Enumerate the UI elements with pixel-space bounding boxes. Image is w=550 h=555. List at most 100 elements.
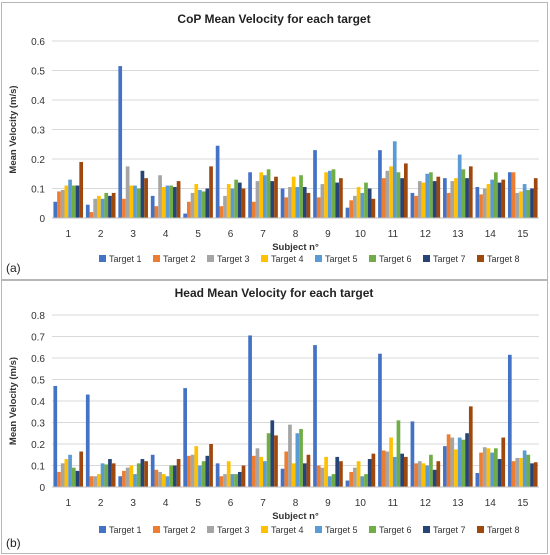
y-tick-label: 0.1 — [31, 185, 45, 196]
bar-subject-15-target-8 — [533, 462, 538, 487]
bar-subject-3-target-4 — [129, 465, 134, 487]
bar-subject-3-target-2 — [122, 198, 126, 218]
legend-swatch — [261, 526, 268, 533]
legend-entry: Target 4 — [271, 525, 304, 535]
bar-subject-15-target-5 — [522, 450, 527, 487]
bar-subject-15-target-6 — [526, 454, 531, 487]
bar-subject-8-target-3 — [288, 424, 292, 487]
bar-subject-7-target-8 — [274, 176, 278, 218]
x-tick-label: 14 — [485, 229, 497, 240]
bar-subject-15-target-3 — [515, 457, 520, 487]
y-tick-label: 0.7 — [31, 333, 45, 344]
bar-subject-2-target-6 — [104, 192, 109, 218]
bar-subject-7-target-2 — [251, 455, 256, 487]
bar-subject-8-target-4 — [291, 463, 296, 487]
x-tick-label: 15 — [517, 498, 529, 509]
bar-subject-8-target-5 — [295, 433, 300, 487]
bar-subject-4-target-5 — [165, 476, 170, 487]
bar-subject-1-target-6 — [71, 467, 76, 487]
bar-subject-14-target-4 — [486, 448, 491, 487]
bar-subject-4-target-4 — [161, 474, 166, 487]
y-tick-label: 0 — [39, 214, 45, 225]
bar-subject-3-target-1 — [118, 66, 123, 218]
y-tick-label: 0.6 — [31, 37, 45, 48]
bar-subject-2-target-8 — [111, 192, 116, 218]
bar-subject-3-target-6 — [136, 463, 141, 487]
bar-subject-3-target-4 — [129, 185, 134, 218]
bar-subject-10-target-5 — [360, 192, 365, 218]
legend-swatch — [207, 255, 214, 262]
bar-subject-12-target-1 — [410, 421, 415, 487]
x-tick-label: 11 — [388, 498, 399, 509]
bar-subject-1-target-6 — [71, 185, 76, 218]
x-tick-label: 15 — [517, 229, 529, 240]
chart-title: Head Mean Velocity for each target — [175, 286, 374, 300]
legend-entry: Target 8 — [487, 525, 520, 535]
bar-subject-14-target-7 — [497, 182, 502, 218]
x-tick-label: 6 — [228, 229, 234, 240]
panel-label-a: (a) — [6, 261, 21, 275]
bar-subject-7-target-7 — [270, 420, 275, 487]
bar-subject-12-target-5 — [425, 465, 430, 487]
y-tick-label: 0 — [39, 483, 45, 494]
bar-subject-6-target-8 — [241, 465, 246, 487]
bar-subject-2-target-2 — [89, 476, 94, 487]
bar-subject-2-target-3 — [93, 476, 97, 487]
legend-entry: Target 1 — [109, 525, 142, 535]
bar-subject-11-target-6 — [396, 172, 401, 218]
y-tick-label: 0.5 — [31, 376, 45, 387]
bar-subject-7-target-8 — [274, 435, 278, 487]
bar-subject-11-target-4 — [389, 437, 393, 487]
bar-subject-11-target-7 — [400, 453, 404, 487]
bar-subject-13-target-3 — [450, 437, 455, 487]
chart-title: CoP Mean Velocity for each target — [177, 12, 370, 26]
bar-subject-14-target-3 — [482, 447, 487, 487]
bar-subject-9-target-8 — [339, 178, 343, 218]
bar-subject-10-target-3 — [353, 467, 357, 487]
bar-subject-4-target-7 — [173, 187, 177, 218]
bar-subject-10-target-3 — [353, 195, 357, 218]
x-tick-label: 7 — [260, 229, 266, 240]
bar-subject-9-target-5 — [327, 170, 332, 218]
bar-subject-13-target-1 — [443, 178, 447, 218]
bar-subject-8-target-3 — [288, 187, 292, 218]
bar-subject-6-target-3 — [223, 474, 227, 487]
bar-subject-4-target-7 — [173, 465, 177, 487]
bar-subject-3-target-7 — [140, 170, 145, 218]
bar-subject-11-target-2 — [381, 450, 386, 487]
bar-subject-1-target-1 — [53, 385, 58, 487]
bar-subject-12-target-4 — [421, 182, 426, 218]
bar-subject-14-target-5 — [490, 179, 494, 218]
bar-subject-4-target-6 — [169, 185, 174, 218]
bar-subject-14-target-2 — [479, 194, 483, 218]
legend-swatch — [261, 255, 268, 262]
bar-subject-8-target-5 — [295, 187, 300, 218]
bar-subject-13-target-8 — [468, 166, 473, 218]
bar-subject-7-target-7 — [270, 181, 275, 218]
panel-a: CoP Mean Velocity for each target 0 0.1 0.2… — [1, 2, 548, 280]
x-tick-label: 1 — [65, 498, 71, 509]
bar-subject-9-target-3 — [320, 467, 325, 487]
bar-subject-5-target-7 — [205, 188, 210, 218]
bar-subject-4-target-1 — [150, 454, 155, 487]
bar-subject-9-target-7 — [335, 456, 340, 487]
bar-subject-1-target-8 — [79, 451, 84, 487]
bar-subject-11-target-6 — [396, 420, 401, 487]
bar-subject-3-target-2 — [122, 470, 126, 487]
bar-subject-11-target-4 — [389, 166, 393, 218]
bar-subject-10-target-7 — [367, 459, 372, 487]
bar-subject-1-target-2 — [57, 471, 61, 487]
bar-subject-2-target-5 — [100, 198, 105, 218]
bar-subject-12-target-7 — [432, 469, 437, 487]
bar-subject-5-target-2 — [187, 201, 191, 218]
legend-entry: Target 3 — [217, 525, 250, 535]
bar-subject-5-target-3 — [190, 454, 195, 487]
cop-velocity-chart: CoP Mean Velocity for each target 0 0.1 0.2… — [8, 12, 539, 264]
bar-subject-1-target-7 — [75, 470, 80, 487]
legend-swatch — [369, 255, 376, 262]
bar-subject-15-target-7 — [530, 463, 534, 487]
bar-subject-5-target-5 — [198, 189, 202, 218]
y-tick-label: 0.3 — [31, 126, 45, 137]
bar-subject-15-target-8 — [533, 178, 538, 218]
legend-entry: Target 6 — [379, 254, 412, 264]
